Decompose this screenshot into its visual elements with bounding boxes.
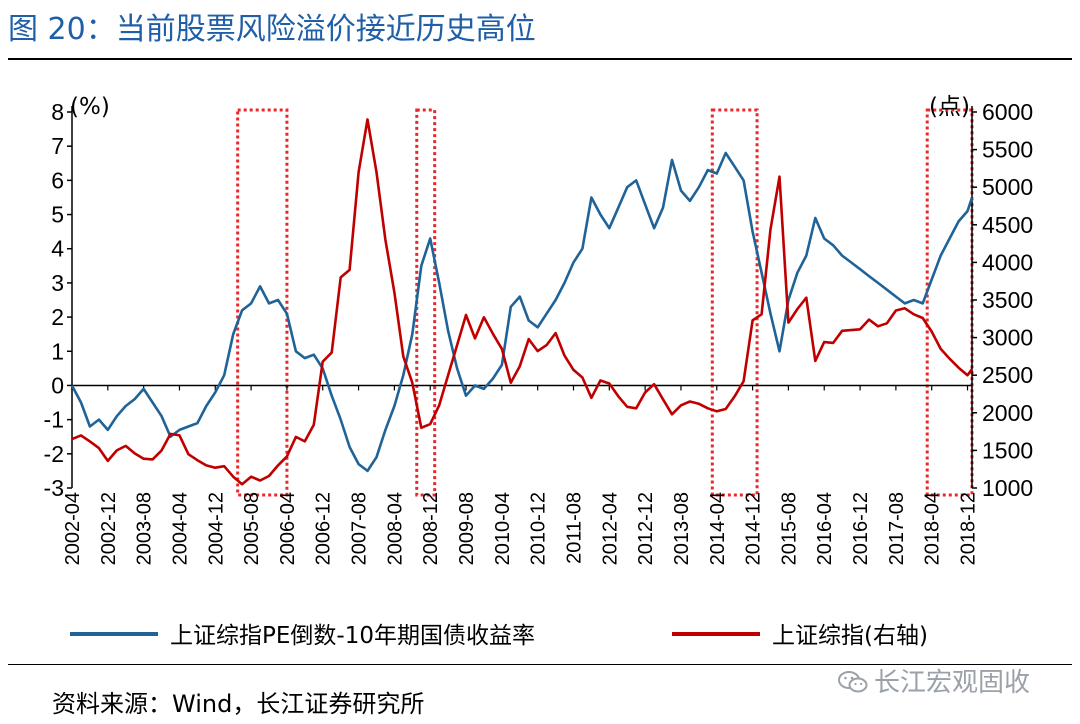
legend-erp-label: 上证综指PE倒数-10年期国债收益率 — [170, 623, 535, 649]
left-tick-label: 6 — [51, 167, 64, 193]
figure-title: 图 20：当前股票风险溢价接近历史高位 — [8, 12, 536, 47]
right-tick-label: 1500 — [982, 437, 1033, 463]
x-tick-label: 2005-08 — [241, 492, 263, 565]
x-tick-label: 2007-08 — [349, 492, 371, 565]
x-tick-label: 2006-04 — [277, 492, 299, 565]
watermark: 长江宏观固收 — [838, 662, 1030, 699]
erp-series-line — [70, 151, 974, 473]
left-axis-unit: (%) — [70, 94, 110, 120]
right-tick-label: 5000 — [982, 174, 1033, 200]
x-tick-label: 2002-04 — [62, 492, 84, 565]
right-tick-label: 6000 — [982, 99, 1033, 125]
x-tick-label: 2008-04 — [384, 492, 406, 565]
highlight-box — [925, 108, 974, 497]
x-tick-label: 2012-12 — [635, 492, 657, 565]
left-tick-label: 2 — [51, 304, 64, 330]
title-rule — [8, 58, 1072, 60]
right-tick-label: 3000 — [982, 325, 1033, 351]
left-tick-label: 0 — [51, 372, 64, 398]
x-tick-label: 2018-12 — [958, 492, 980, 565]
x-tick-label: 2011-08 — [563, 492, 585, 564]
wechat-icon — [838, 668, 868, 698]
left-tick-label: 3 — [51, 270, 64, 296]
x-tick-label: 2004-12 — [205, 492, 227, 565]
x-tick-label: 2010-12 — [528, 492, 550, 565]
legend-index-label: 上证综指(右轴) — [772, 623, 928, 649]
x-tick-label: 2017-08 — [886, 492, 908, 565]
highlight-box — [236, 108, 289, 497]
right-tick-label: 5500 — [982, 137, 1033, 163]
x-tick-label: 2014-04 — [707, 492, 729, 565]
left-tick-label: 8 — [51, 99, 64, 125]
chart: 8 7 6 5 4 3 2 1 0 -1 -2 -3 6000 5500 5000 4500 4000 3500 3… — [44, 94, 1034, 649]
x-tick-label: 2012-04 — [599, 492, 621, 565]
x-tick-label: 2015-08 — [778, 492, 800, 565]
left-tick-label: -1 — [44, 407, 64, 433]
left-tick-label: -3 — [44, 475, 64, 501]
x-tick-label: 2014-12 — [743, 492, 765, 565]
index-series-line — [71, 118, 974, 486]
left-tick-label: 5 — [51, 202, 64, 228]
left-tick-label: 7 — [51, 133, 64, 159]
right-tick-label: 4000 — [982, 249, 1033, 275]
x-tick-label: 2006-12 — [313, 492, 335, 565]
x-tick-label: 2009-08 — [456, 492, 478, 565]
x-tick-label: 2004-04 — [169, 492, 191, 565]
watermark-text: 长江宏观固收 — [874, 668, 1031, 698]
x-tick-label: 2018-04 — [922, 492, 944, 565]
left-tick-label: -2 — [44, 441, 64, 467]
x-tick-label: 2003-08 — [134, 492, 156, 565]
highlight-box — [710, 108, 759, 497]
x-tick-label: 2002-12 — [98, 492, 120, 565]
highlight-box — [415, 108, 437, 497]
x-tick-label: 2016-04 — [814, 492, 836, 565]
right-axis-unit: (点) — [929, 94, 970, 120]
x-tick-label: 2013-08 — [671, 492, 693, 565]
source-note: 资料来源：Wind，长江证券研究所 — [52, 690, 425, 718]
footer-rule — [8, 664, 1072, 665]
right-tick-label: 2000 — [982, 400, 1033, 426]
x-tick-label: 2008-12 — [420, 492, 442, 565]
left-tick-label: 4 — [51, 236, 64, 262]
x-tick-label: 2016-12 — [850, 492, 872, 565]
right-tick-label: 2500 — [982, 362, 1033, 388]
right-tick-label: 1000 — [982, 475, 1033, 501]
right-tick-label: 4500 — [982, 212, 1033, 238]
right-tick-label: 3500 — [982, 287, 1033, 313]
left-tick-label: 1 — [51, 338, 64, 364]
x-tick-label: 2010-04 — [492, 492, 514, 565]
